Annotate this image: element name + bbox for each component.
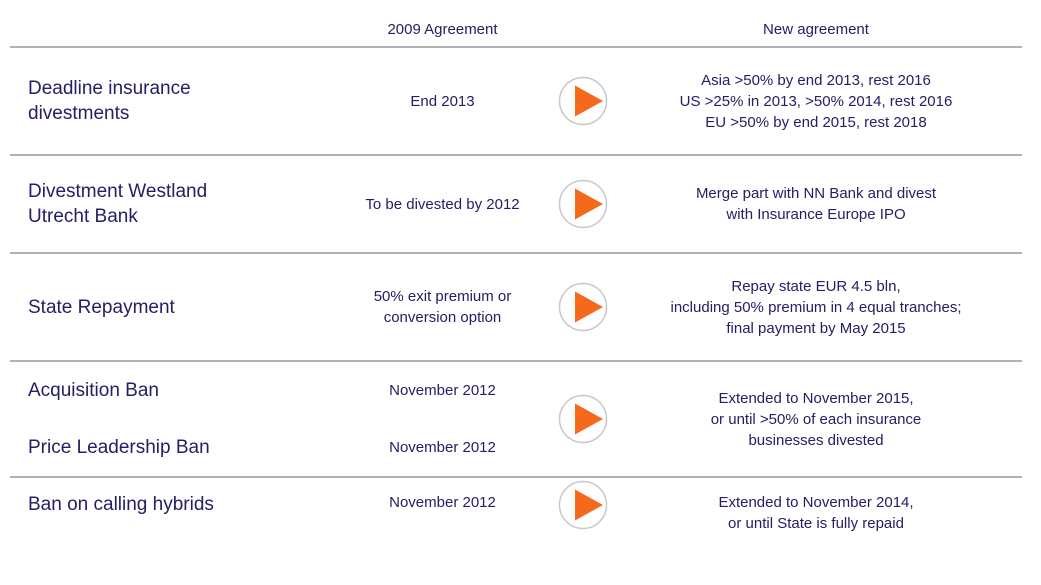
new-agreement-cell: Extended to November 2015, or until >50%… [710, 389, 922, 449]
table-header-row: 2009 Agreement New agreement [10, 0, 1022, 48]
transition-arrow-icon [558, 179, 607, 229]
transition-arrow-icon [558, 394, 607, 444]
transition-arrow-icon [558, 282, 607, 332]
agreement-2009-cell: November 2012 [389, 382, 496, 399]
row-term: Deadline insurance divestments [28, 78, 191, 124]
column-header-new-agreement: New agreement [763, 20, 869, 38]
agreement-2009-cell: To be divested by 2012 [365, 195, 520, 213]
new-agreement-cell: Extended to November 2014, or until Stat… [718, 494, 914, 532]
new-agreement-cell: Repay state EUR 4.5 bln, including 50% p… [670, 277, 962, 337]
new-agreement-cell: Merge part with NN Bank and divest with … [695, 185, 937, 223]
row-term: Price Leadership Ban [28, 437, 210, 458]
arrow-cell [555, 282, 610, 332]
row-term: Acquisition Ban [28, 380, 159, 401]
arrow-cell [555, 179, 610, 229]
table-row-deadline-insurance-divestments: Deadline insurance divestments End 2013 … [10, 48, 1022, 156]
arrow-cell [555, 76, 610, 126]
table-row-state-repayment: State Repayment 50% exit premium or conv… [10, 254, 1022, 362]
row-term: Divestment Westland Utrecht Bank [28, 181, 208, 227]
new-agreement-cell: Asia >50% by end 2013, rest 2016 US >25%… [679, 71, 953, 131]
column-header-2009-agreement: 2009 Agreement [387, 20, 498, 38]
agreement-2009-cell: November 2012 [389, 494, 496, 511]
table-row-ban-on-calling-hybrids: Ban on calling hybrids November 2012 Ext… [10, 478, 1022, 583]
arrow-cell [555, 394, 610, 444]
table-row-divestment-westland-utrecht-bank: Divestment Westland Utrecht Bank To be d… [10, 156, 1022, 254]
agreement-2009-cell: 50% exit premium or conversion option [373, 288, 512, 326]
transition-arrow-icon [558, 76, 607, 126]
agreement-table: 2009 Agreement New agreement Deadline in… [10, 0, 1022, 583]
row-term-group: Acquisition Ban Price Leadership Ban [10, 362, 330, 476]
row-term: Ban on calling hybrids [28, 494, 214, 515]
row-term: State Repayment [28, 296, 175, 318]
arrow-cell [555, 480, 610, 530]
agreement-2009-cell: November 2012 [389, 439, 496, 456]
agreement-2009-cell: End 2013 [410, 92, 475, 110]
transition-arrow-icon [558, 480, 607, 530]
table-row-acquisition-and-price-leadership-ban: Acquisition Ban Price Leadership Ban Nov… [10, 362, 1022, 478]
agreement-2009-cell-group: November 2012 November 2012 [330, 362, 555, 476]
